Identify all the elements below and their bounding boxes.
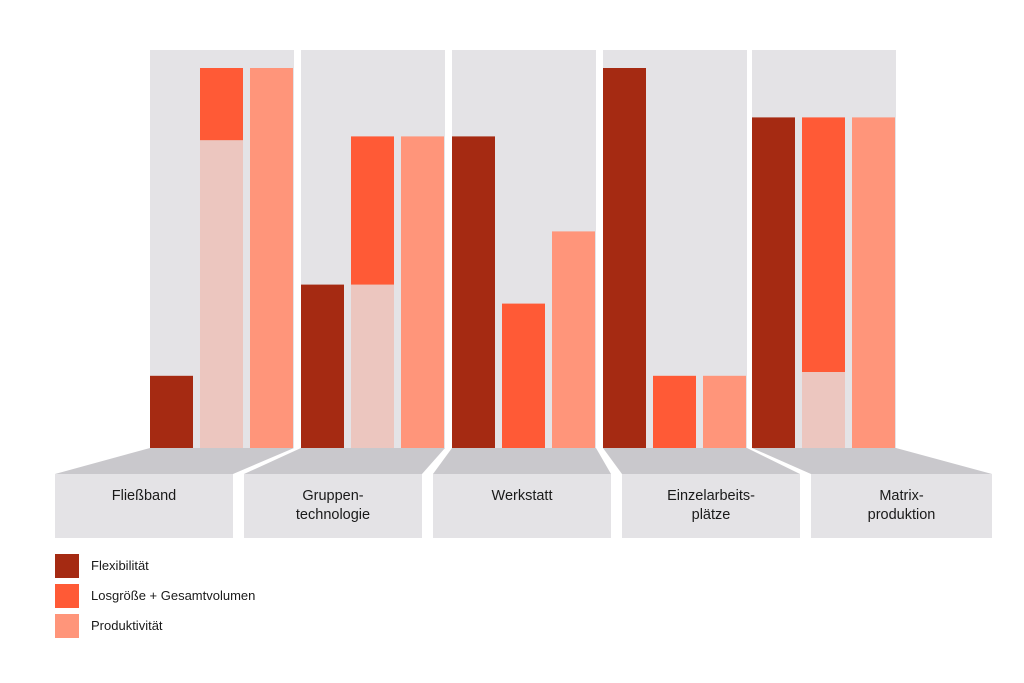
legend-swatch — [55, 554, 79, 578]
legend-swatch — [55, 584, 79, 608]
bar — [603, 68, 646, 448]
category-label: plätze — [692, 507, 731, 523]
category-label: technologie — [296, 507, 370, 523]
bar — [703, 375, 746, 448]
category-label-box — [622, 474, 800, 538]
bar — [150, 375, 193, 448]
bar — [802, 117, 845, 373]
category-label: Matrix- — [879, 488, 923, 504]
ghost-bar — [802, 372, 845, 448]
category-label: Fließband — [112, 488, 176, 504]
bar — [401, 136, 444, 448]
legend-label: Produktivität — [91, 618, 163, 633]
category-label-ramp — [603, 448, 800, 474]
category-label-ramp — [244, 448, 445, 474]
bar — [752, 117, 795, 449]
bar — [301, 284, 344, 448]
bar — [653, 375, 696, 448]
category-label-ramp — [55, 448, 294, 474]
bar — [502, 303, 545, 448]
category-labels: Fließband Gruppen-technologie Werkstatt Ein… — [55, 448, 992, 538]
bar — [552, 231, 595, 448]
category-label-box — [811, 474, 992, 538]
category-label-box — [433, 474, 611, 538]
bars — [150, 68, 895, 449]
category-label-box — [55, 474, 233, 538]
category-label-ramp — [433, 448, 611, 474]
category-label: produktion — [868, 507, 936, 523]
legend-swatch — [55, 614, 79, 638]
category-label: Einzelarbeits- — [667, 488, 755, 504]
bar — [200, 68, 243, 141]
bar — [452, 136, 495, 448]
category-label-box — [244, 474, 422, 538]
legend-label: Losgröße + Gesamtvolumen — [91, 588, 255, 603]
ghost-bar — [200, 140, 243, 448]
category-label-ramp — [752, 448, 992, 474]
legend: Flexibilität Losgröße + Gesamtvolumen Prod… — [55, 554, 255, 638]
bar — [351, 136, 394, 285]
legend-label: Flexibilität — [91, 558, 149, 573]
bar — [250, 68, 293, 448]
bar — [852, 117, 895, 449]
category-label: Werkstatt — [492, 488, 553, 504]
ghost-bar — [351, 284, 394, 448]
category-label: Gruppen- — [302, 488, 363, 504]
